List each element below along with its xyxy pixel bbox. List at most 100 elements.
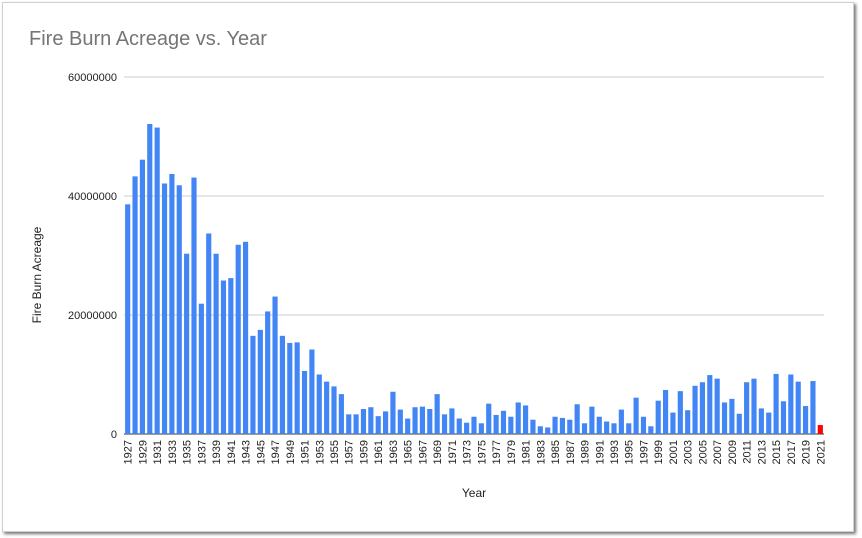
bar-1985 <box>552 416 558 434</box>
bar-1932 <box>161 183 168 434</box>
bar-1976 <box>486 403 492 434</box>
bar-1986 <box>559 417 565 434</box>
bar-1993 <box>611 423 617 434</box>
x-tick-label: 2007 <box>712 440 724 464</box>
bar-1987 <box>567 419 573 434</box>
x-tick-label: 1999 <box>653 440 665 464</box>
bar-2021 <box>817 425 823 434</box>
bar-1969 <box>434 394 440 434</box>
bar-1930 <box>147 124 153 434</box>
bar-1950 <box>294 342 300 434</box>
x-tick-label: 1989 <box>580 440 592 464</box>
bar-1954 <box>324 381 330 434</box>
bar-1982 <box>530 419 536 434</box>
bar-1958 <box>353 414 359 434</box>
bar-1947 <box>272 296 278 434</box>
bar-2013 <box>758 408 764 434</box>
bar-1989 <box>581 423 588 434</box>
bar-1935 <box>184 253 190 434</box>
x-tick-label: 2019 <box>801 440 813 464</box>
y-tick-label: 0 <box>111 429 117 441</box>
bar-1959 <box>360 409 367 434</box>
x-tick-label: 1985 <box>550 440 562 464</box>
bar-1936 <box>191 177 197 434</box>
x-tick-label: 1981 <box>521 440 533 464</box>
x-tick-label: 1955 <box>329 440 341 464</box>
bar-1994 <box>618 409 624 434</box>
x-tick-label: 1931 <box>152 440 164 464</box>
bar-1971 <box>449 408 455 434</box>
x-tick-label: 1965 <box>403 440 415 464</box>
bar-2007 <box>714 378 720 434</box>
bar-2018 <box>795 381 801 434</box>
y-axis-title: Fire Burn Acreage <box>30 226 44 323</box>
bar-1940 <box>220 280 227 434</box>
bar-1948 <box>279 335 285 434</box>
bar-1968 <box>427 409 433 434</box>
bar-2010 <box>736 413 742 434</box>
x-tick-label: 2003 <box>683 440 695 464</box>
x-tick-label: 1957 <box>344 440 356 464</box>
bar-2009 <box>729 398 735 434</box>
y-tick-label: 40000000 <box>68 191 117 203</box>
x-tick-label: 1969 <box>432 440 444 464</box>
bar-1939 <box>213 253 219 434</box>
bar-2011 <box>744 382 750 434</box>
x-tick-label: 1987 <box>565 440 577 464</box>
y-tick-label: 60000000 <box>68 72 117 84</box>
x-axis-title: Year <box>462 486 486 500</box>
bar-2004 <box>692 385 698 434</box>
x-tick-label: 1959 <box>358 440 370 464</box>
bar-1963 <box>390 391 396 434</box>
x-tick-label: 1939 <box>211 440 223 464</box>
bar-1949 <box>287 342 293 434</box>
bar-2003 <box>685 410 691 434</box>
bar-1957 <box>346 414 352 434</box>
x-tick-label: 1937 <box>196 440 208 464</box>
x-tick-label: 1951 <box>300 440 312 464</box>
bar-1977 <box>493 414 499 434</box>
bar-1979 <box>508 416 514 434</box>
x-tick-label: 1941 <box>226 440 238 464</box>
bar-1931 <box>154 127 160 434</box>
x-tick-label: 2021 <box>815 440 827 464</box>
bar-2000 <box>663 389 669 434</box>
bar-2012 <box>751 378 757 434</box>
bar-1995 <box>626 423 632 434</box>
bar-1944 <box>250 335 256 434</box>
bar-1997 <box>640 416 647 434</box>
bar-2001 <box>670 412 676 434</box>
bar-1975 <box>478 423 484 434</box>
x-tick-label: 2011 <box>742 440 754 464</box>
x-tick-label: 1933 <box>167 440 179 464</box>
bar-1972 <box>456 418 462 434</box>
x-tick-label: 2015 <box>771 440 783 464</box>
bar-1981 <box>523 405 529 434</box>
bar-1967 <box>419 406 425 434</box>
x-tick-label: 1929 <box>137 440 149 464</box>
x-tick-label: 1971 <box>447 440 459 464</box>
bar-1965 <box>405 418 411 434</box>
bar-1974 <box>471 416 477 434</box>
bar-1929 <box>139 159 145 434</box>
bar-1946 <box>265 311 271 434</box>
bar-1942 <box>235 244 241 434</box>
bar-1945 <box>257 329 263 434</box>
bar-1952 <box>309 349 315 434</box>
bar-1984 <box>545 427 551 434</box>
bar-2015 <box>773 373 779 434</box>
bar-2016 <box>780 401 787 434</box>
bar-1973 <box>464 422 470 434</box>
bar-2020 <box>810 381 816 434</box>
bar-2006 <box>707 375 713 434</box>
bar-1961 <box>375 416 381 434</box>
bar-2002 <box>677 391 683 434</box>
bar-2017 <box>788 374 794 434</box>
bar-1953 <box>316 374 322 434</box>
x-tick-label: 1961 <box>373 440 385 464</box>
bar-2005 <box>699 382 705 434</box>
x-tick-label: 1983 <box>535 440 547 464</box>
bar-1978 <box>500 410 507 434</box>
x-tick-label: 2005 <box>697 440 709 464</box>
